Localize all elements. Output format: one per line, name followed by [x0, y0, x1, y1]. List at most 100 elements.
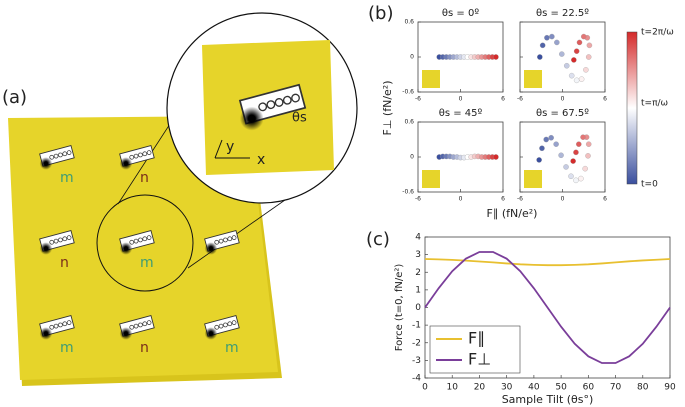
molecule — [204, 230, 240, 255]
y-tick-label: 4 — [415, 233, 421, 243]
x-tick-label: 0 — [459, 96, 463, 103]
x-tick-label: 50 — [555, 383, 567, 393]
x-tick-label: 40 — [528, 383, 540, 393]
x-tick-label: 0 — [561, 196, 565, 203]
site-label: m — [60, 340, 74, 356]
molecule-coil — [282, 95, 292, 105]
point — [578, 175, 584, 182]
molecule-coil — [274, 98, 284, 107]
y-tick-label: 0.6 — [404, 119, 414, 126]
molecule-coil — [133, 323, 139, 329]
molecule-coil — [146, 320, 152, 325]
molecule-coil — [49, 154, 55, 160]
point — [493, 54, 499, 60]
molecule-coil — [218, 238, 224, 244]
y-tick-label: 0 — [415, 303, 421, 313]
molecule-coil — [62, 151, 68, 157]
molecule-coil — [142, 151, 148, 157]
x-axis-label: x — [257, 152, 265, 168]
plot-title: θs = 45º — [439, 108, 483, 119]
x-axis-label: Sample Tilt (θs°) — [502, 393, 594, 406]
molecule-coil — [133, 238, 139, 244]
point — [536, 157, 542, 163]
b-y-label: F⊥ (fN/e²) — [381, 81, 394, 136]
point — [568, 72, 575, 79]
point — [585, 153, 591, 159]
b-x-label: F∥ (fN/e²) — [487, 207, 538, 220]
x-tick-label: -6 — [415, 196, 421, 203]
x-tick-label: 30 — [501, 383, 513, 393]
molecule-coil — [146, 150, 152, 155]
molecule-coil — [214, 239, 220, 245]
plot-title: θs = 67.5º — [536, 108, 589, 119]
molecule-coil — [138, 322, 143, 328]
molecule-coil — [142, 321, 148, 327]
y-tick-label: 0 — [410, 54, 414, 61]
x-tick-label: -6 — [415, 96, 421, 103]
series-line — [424, 258, 671, 267]
molecule — [39, 145, 75, 170]
site-label: n — [140, 170, 149, 186]
plot-title: θs = 22.5º — [536, 8, 589, 19]
molecule — [39, 315, 75, 340]
legend-label: F⊥ — [468, 350, 491, 369]
y-tick-label: -0.6 — [402, 189, 414, 196]
point — [543, 136, 549, 143]
molecule-coil — [66, 150, 72, 155]
molecule-tip — [119, 157, 133, 170]
point — [493, 154, 499, 160]
x-tick-label: 20 — [474, 383, 486, 393]
molecule-coil — [62, 236, 68, 242]
x-tick-label: 6 — [501, 196, 505, 203]
molecule-coil — [227, 236, 233, 242]
colorbar-label: t=0 — [641, 180, 658, 190]
y-tick-label: 2 — [415, 268, 421, 278]
site-label: n — [60, 255, 69, 271]
angle-label: θs — [292, 111, 307, 126]
molecule-coil — [133, 153, 139, 159]
inset-icon — [524, 70, 542, 88]
molecule-coil — [53, 323, 59, 329]
molecule — [119, 315, 155, 340]
molecule — [39, 230, 75, 255]
point — [578, 76, 585, 82]
molecule — [119, 230, 155, 255]
molecule-coil — [142, 236, 148, 242]
point — [585, 141, 592, 147]
molecule-coil — [223, 237, 228, 243]
point — [573, 177, 579, 184]
y-arrow — [214, 139, 223, 159]
molecule-coil — [291, 93, 300, 103]
x-tick-label: -6 — [517, 96, 523, 103]
point — [564, 63, 570, 69]
point — [539, 145, 545, 151]
point — [580, 134, 586, 140]
site-label: n — [140, 340, 149, 356]
panel-label: (b) — [368, 3, 393, 24]
point — [554, 39, 560, 46]
molecule-coil — [138, 152, 143, 158]
point — [582, 165, 588, 172]
x-tick-label: 70 — [610, 383, 622, 393]
point — [573, 77, 580, 84]
point — [576, 39, 583, 46]
site-label: m — [140, 255, 154, 271]
y-tick-label: 3 — [415, 250, 421, 260]
y-axis-label: y — [226, 139, 234, 155]
molecule-coil — [138, 237, 143, 243]
point — [558, 152, 564, 158]
molecule-coil — [227, 321, 233, 327]
x-tick-label: 60 — [583, 383, 595, 393]
point — [544, 35, 550, 41]
colorbar-label: t=2π/ω — [641, 28, 674, 38]
x-tick-label: 80 — [637, 383, 649, 393]
y-axis-label: Force (t=0, fN/e²) — [394, 264, 405, 352]
site-label: m — [60, 170, 74, 186]
y-tick-label: 0.6 — [404, 19, 414, 26]
plot-title: θs = 0º — [442, 8, 479, 19]
colorbar — [626, 31, 638, 185]
molecule-coil — [214, 324, 220, 330]
molecule-coil — [129, 324, 135, 330]
point — [571, 57, 577, 63]
